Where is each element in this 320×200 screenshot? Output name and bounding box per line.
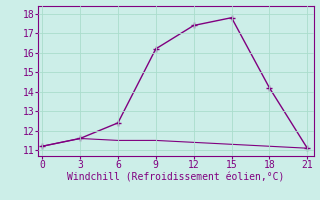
X-axis label: Windchill (Refroidissement éolien,°C): Windchill (Refroidissement éolien,°C) (67, 173, 285, 183)
